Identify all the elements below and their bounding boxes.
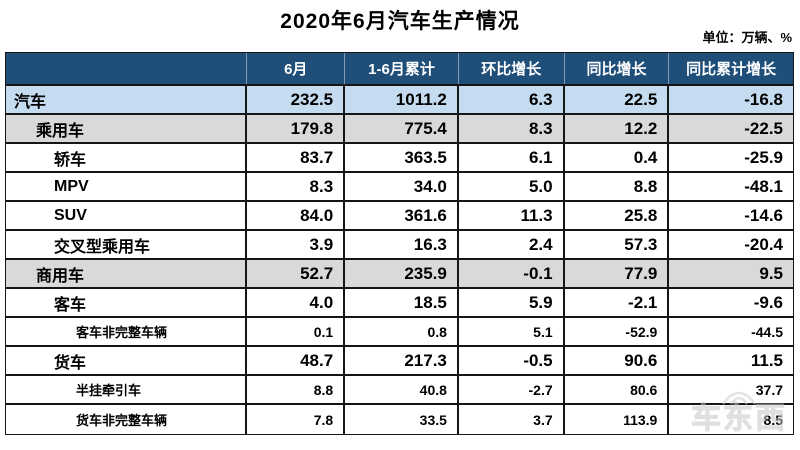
- table-row: 货车 48.7 217.3 -0.5 90.6 11.5: [6, 347, 793, 376]
- value-cell: 5.0: [459, 173, 565, 200]
- table-row: 商用车 52.7 235.9 -0.1 77.9 9.5: [6, 260, 793, 289]
- value-cell: 52.7: [247, 260, 346, 287]
- value-cell: -0.1: [459, 260, 565, 287]
- value-cell: 363.5: [345, 144, 459, 171]
- value-cell: 77.9: [565, 260, 670, 287]
- row-label: 半挂牵引车: [6, 376, 248, 403]
- value-cell: 179.8: [247, 115, 346, 142]
- value-cell: 8.3: [247, 173, 346, 200]
- value-cell: 11.3: [459, 202, 565, 229]
- value-cell: 90.6: [565, 347, 670, 374]
- row-label: 货车非完整车辆: [6, 405, 248, 434]
- value-cell: 361.6: [345, 202, 459, 229]
- value-cell: -0.5: [459, 347, 565, 374]
- value-cell: -20.4: [744, 234, 784, 254]
- value-cell: -22.5: [744, 118, 783, 138]
- value-cell: 232.5: [247, 86, 346, 113]
- row-label: SUV: [6, 202, 248, 229]
- value-cell: 9.5: [759, 263, 783, 283]
- row-label: MPV: [6, 173, 248, 200]
- row-label: 交叉型乘用车: [6, 231, 248, 258]
- row-label: 汽车: [6, 86, 248, 113]
- page-title: 2020年6月汽车生产情况: [280, 10, 520, 33]
- value-cell: 217.3: [345, 347, 459, 374]
- value-cell: 8.8: [247, 376, 346, 403]
- value-cell: 57.3: [565, 231, 670, 258]
- row-label: 客车非完整车辆: [6, 318, 248, 345]
- row-label: 轿车: [6, 144, 248, 171]
- value-cell: 16.3: [345, 231, 459, 258]
- value-cell: -48.1: [744, 176, 784, 196]
- value-cell: 7.8: [247, 405, 346, 434]
- value-cell: 0.1: [247, 318, 346, 345]
- table-row: 轿车 83.7 363.5 6.1 0.4 -25.9: [6, 144, 793, 173]
- value-cell: 37.7: [755, 381, 783, 398]
- value-cell: 8.8: [565, 173, 670, 200]
- value-cell: 5.9: [459, 289, 565, 316]
- value-cell: 12.2: [565, 115, 670, 142]
- value-cell: 48.7: [247, 347, 346, 374]
- table-row: 交叉型乘用车 3.9 16.3 2.4 57.3 -20.4: [6, 231, 793, 260]
- value-cell: -25.9: [744, 147, 784, 167]
- value-cell: -44.5: [751, 323, 783, 340]
- value-cell: 235.9: [345, 260, 459, 287]
- value-cell: 4.0: [247, 289, 346, 316]
- value-cell: 18.5: [345, 289, 459, 316]
- value-cell: 80.6: [565, 376, 670, 403]
- table-row: 货车非完整车辆 7.8 33.5 3.7 113.9 8.5: [6, 405, 793, 434]
- value-cell: 3.7: [459, 405, 565, 434]
- value-cell: 2.4: [459, 231, 565, 258]
- header-cell: 同比增长: [565, 53, 670, 84]
- value-cell: 11.5: [750, 350, 784, 370]
- row-label: 客车: [6, 289, 248, 316]
- header-cell: 环比增长: [459, 53, 565, 84]
- value-cell: -2.7: [459, 376, 565, 403]
- value-cell: 3.9: [247, 231, 346, 258]
- table-row: 客车 4.0 18.5 5.9 -2.1 -9.6: [6, 289, 793, 318]
- value-cell: 8.3: [459, 115, 565, 142]
- value-cell: 25.8: [565, 202, 670, 229]
- value-cell: 0.8: [345, 318, 459, 345]
- value-cell: -52.9: [565, 318, 670, 345]
- value-cell: 83.7: [247, 144, 346, 171]
- value-cell: 34.0: [345, 173, 459, 200]
- row-label: 商用车: [6, 260, 248, 287]
- table-row: 半挂牵引车 8.8 40.8 -2.7 80.6 37.7: [6, 376, 793, 405]
- value-cell: 1011.2: [345, 86, 459, 113]
- header-cell: 同比累计增长: [686, 61, 777, 78]
- value-cell: 6.3: [459, 86, 565, 113]
- table-row: 客车非完整车辆 0.1 0.8 5.1 -52.9 -44.5: [6, 318, 793, 347]
- table-body: 汽车 232.5 1011.2 6.3 22.5 -16.8 乘用车 179.8 775.4 8.…: [6, 86, 793, 434]
- table-row: 乘用车 179.8 775.4 8.3 12.2 -22.5: [6, 115, 793, 144]
- value-cell: 84.0: [247, 202, 346, 229]
- value-cell: -9.6: [753, 292, 784, 312]
- value-cell: 33.5: [345, 405, 459, 434]
- value-cell: 0.4: [565, 144, 670, 171]
- header-cell: [6, 53, 248, 84]
- value-cell: 775.4: [345, 115, 459, 142]
- table-row: MPV 8.3 34.0 5.0 8.8 -48.1: [6, 173, 793, 202]
- value-cell: -14.6: [744, 205, 784, 225]
- header-cell: 6月: [247, 53, 346, 84]
- table-row: SUV 84.0 361.6 11.3 25.8 -14.6: [6, 202, 793, 231]
- value-cell: 8.5: [763, 411, 783, 428]
- value-cell: -2.1: [565, 289, 670, 316]
- value-cell: -16.8: [744, 89, 783, 109]
- row-label: 乘用车: [6, 115, 248, 142]
- value-cell: 6.1: [459, 144, 565, 171]
- value-cell: 40.8: [345, 376, 459, 403]
- row-label: 货车: [6, 347, 248, 374]
- value-cell: 22.5: [565, 86, 670, 113]
- table-header-row: 6月 1-6月累计 环比增长 同比增长 同比累计增长: [6, 53, 793, 86]
- value-cell: 5.1: [459, 318, 565, 345]
- production-table: 6月 1-6月累计 环比增长 同比增长 同比累计增长 汽车 232.5 1011.2 6.3 2…: [5, 52, 794, 435]
- unit-note: 单位：万辆、%: [702, 30, 792, 45]
- value-cell: 113.9: [565, 405, 670, 434]
- header-cell: 1-6月累计: [345, 53, 459, 84]
- table-row: 汽车 232.5 1011.2 6.3 22.5 -16.8: [6, 86, 793, 115]
